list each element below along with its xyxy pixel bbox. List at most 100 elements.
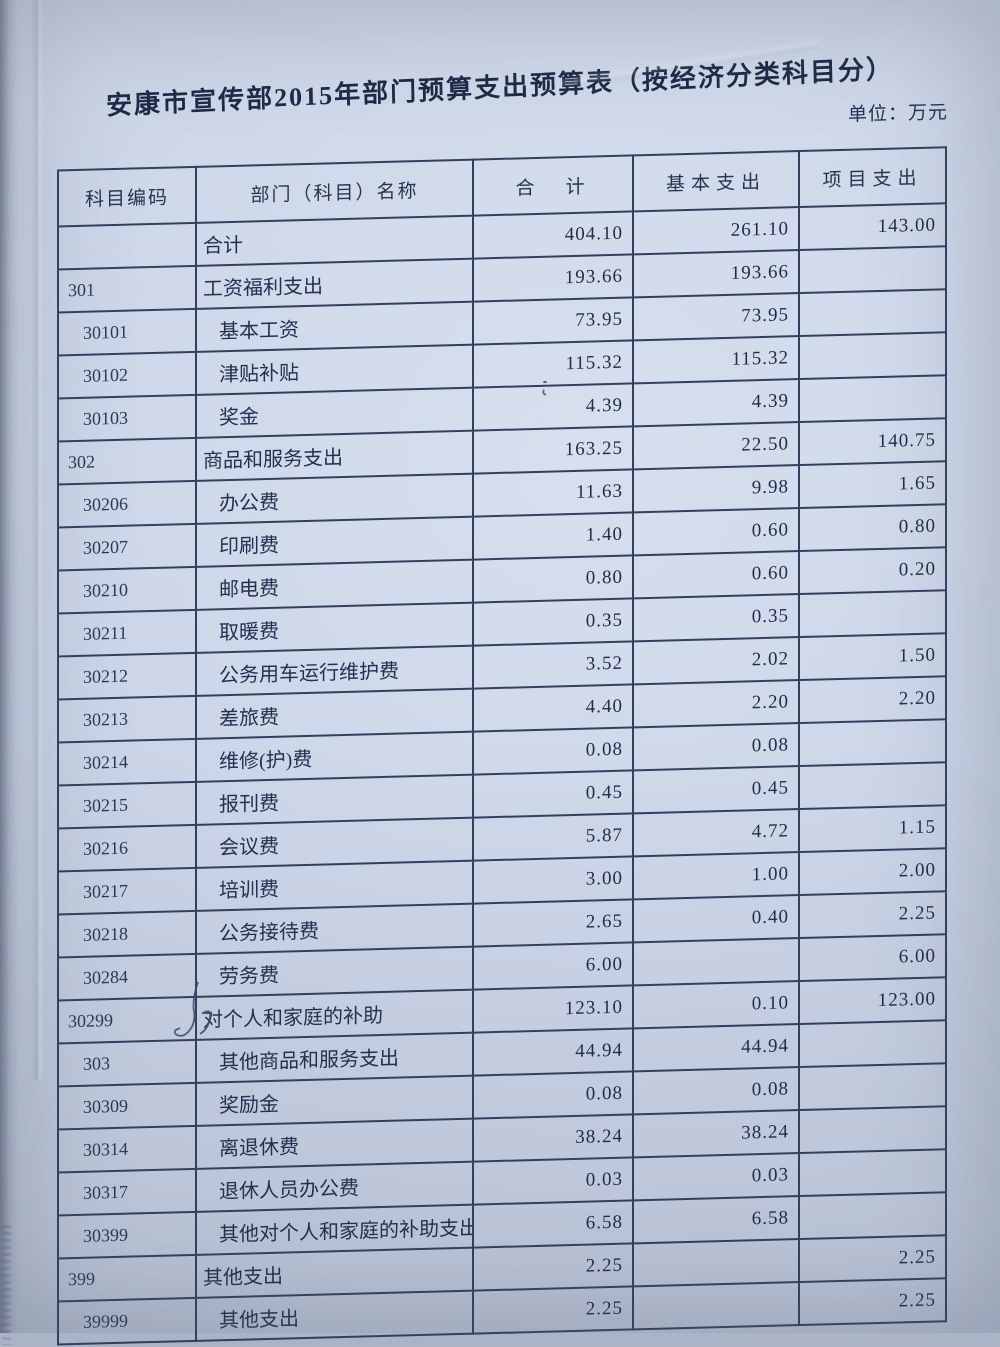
header-subject-name: 部门（科目）名称 [196,159,473,223]
cell-total: 0.35 [473,598,633,646]
cell-basic: 4.72 [633,809,799,857]
cell-basic: 0.03 [633,1153,799,1201]
cell-basic [633,1282,799,1330]
cell-code: 399 [58,1254,196,1302]
cell-name: 报刊费 [196,774,473,825]
cell-total: 73.95 [473,297,633,345]
cell-name: 取暖费 [196,602,473,653]
cell-code: 30399 [58,1211,196,1259]
cell-total: 115.32 [473,340,633,388]
cell-total: 404.10 [473,211,633,259]
cell-total: 0.08 [473,727,633,775]
cell-total: 0.80 [473,555,633,603]
cell-project: 2.25 [799,1278,946,1326]
cell-code: 30314 [58,1125,196,1173]
cell-name: 培训费 [196,860,473,911]
cell-code: 30103 [58,394,196,442]
cell-total: 193.66 [473,254,633,302]
cell-total: 6.00 [473,942,633,990]
cell-project: 140.75 [799,418,946,466]
cell-name: 其他支出 [196,1247,473,1298]
cell-basic: 2.20 [633,680,799,728]
cell-basic: 44.94 [633,1024,799,1072]
cell-name: 工资福利支出 [196,258,473,309]
cell-total: 4.39 [473,383,633,431]
cell-basic: 6.58 [633,1196,799,1244]
cell-code: 30210 [58,566,196,614]
cell-basic: 38.24 [633,1110,799,1158]
cell-total: 44.94 [473,1028,633,1076]
cell-name: 公务用车运行维护费 [196,645,473,696]
cell-total: 0.03 [473,1157,633,1205]
cell-name: 差旅费 [196,688,473,739]
cell-basic [633,938,799,986]
cell-total: 1.40 [473,512,633,560]
cell-name: 邮电费 [196,559,473,610]
cell-project: 2.25 [799,891,946,939]
cell-name: 其他支出 [196,1290,473,1341]
cell-code: 30299 [58,996,196,1044]
cell-name: 劳务费 [196,946,473,997]
header-basic: 基本支出 [633,151,799,212]
cell-code: 30309 [58,1082,196,1130]
cell-name: 办公费 [196,473,473,524]
cell-project [799,1106,946,1154]
cell-project [799,1192,946,1240]
cell-code: 301 [58,265,196,313]
unit-label: 单位：万元 [847,102,948,126]
cell-project [799,590,946,638]
cell-code: 30206 [58,480,196,528]
cell-name: 其他商品和服务支出 [196,1032,473,1083]
cell-project: 1.65 [799,461,946,509]
cell-basic: 0.60 [633,551,799,599]
cell-project [799,762,946,810]
budget-table: 科目编码 部门（科目）名称 合 计 基本支出 项目支出 合计 404.10 261.… [57,146,947,1345]
cell-code: 30211 [58,609,196,657]
cell-total: 38.24 [473,1114,633,1162]
cell-project: 2.00 [799,848,946,896]
cell-code [58,222,196,270]
budget-table-body: 合计 404.10 261.10 143.00 301 工资福利支出 193.66 193.6… [58,203,946,1345]
cell-total: 0.45 [473,770,633,818]
cell-basic: 0.35 [633,594,799,642]
cell-basic: 0.60 [633,508,799,556]
cell-code: 30218 [58,910,196,958]
cell-name: 商品和服务支出 [196,430,473,481]
cell-basic: 0.45 [633,766,799,814]
cell-total: 2.25 [473,1243,633,1291]
cell-project [799,246,946,294]
cell-basic: 73.95 [633,293,799,341]
cell-name: 其他对个人和家庭的补助支出 [196,1204,473,1255]
cell-project: 0.80 [799,504,946,552]
cell-basic: 0.08 [633,723,799,771]
cell-code: 302 [58,437,196,485]
cell-name: 公务接待费 [196,903,473,954]
cell-project: 6.00 [799,934,946,982]
cell-code: 30102 [58,351,196,399]
cell-basic: 193.66 [633,250,799,298]
cell-code: 30207 [58,523,196,571]
cell-total: 5.87 [473,813,633,861]
cell-basic: 9.98 [633,465,799,513]
cell-project: 143.00 [799,203,946,251]
header-total: 合 计 [473,155,633,216]
cell-total: 0.08 [473,1071,633,1119]
cell-name: 维修(护)费 [196,731,473,782]
cell-name: 对个人和家庭的补助 [196,989,473,1040]
cell-total: 6.58 [473,1200,633,1248]
cell-project: 2.25 [799,1235,946,1283]
cell-name: 奖金 [196,387,473,438]
cell-basic: 0.08 [633,1067,799,1115]
paper-crease-vertical [31,0,45,1080]
cell-total: 3.52 [473,641,633,689]
cell-basic: 0.10 [633,981,799,1029]
cell-total: 2.65 [473,899,633,947]
cell-project: 1.15 [799,805,946,853]
cell-basic: 22.50 [633,422,799,470]
cell-name: 合计 [196,215,473,266]
cell-project [799,719,946,767]
cell-total: 11.63 [473,469,633,517]
cell-code: 30215 [58,781,196,829]
